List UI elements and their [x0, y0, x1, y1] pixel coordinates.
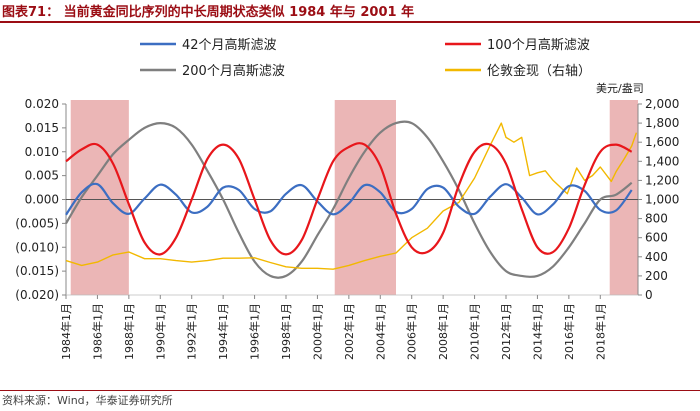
title-rule: [0, 21, 700, 23]
chart: (0.020) (0.015) (0.010) (0.005) 0.000 0.005 0.…: [15, 37, 679, 360]
x-tick-label: 1998年1月: [279, 303, 293, 360]
legend: 42个月高斯滤波 100个月高斯滤波 200个月高斯滤波 伦敦金现（右轴）: [140, 37, 591, 79]
right-axis-ticks: 0 200 400 600 800 1,000 1,200 1,400 1,600 1,800 2,…: [638, 97, 679, 302]
x-tick-label: 2004年1月: [373, 303, 387, 360]
series-line-2: [65, 120, 633, 279]
x-axis-ticks: 1984年1月 1986年1月 1988年1月 1990年1月 1992年1月 1994年…: [59, 295, 607, 360]
x-tick-label: 2008年1月: [436, 303, 450, 360]
shaded-period-0: [70, 100, 129, 295]
x-tick-label: 2014年1月: [530, 303, 544, 360]
legend-label: 100个月高斯滤波: [487, 37, 590, 53]
left-tick-label: 0.000: [25, 193, 59, 207]
right-tick-label: 400: [645, 250, 668, 264]
bottom-rule: [0, 390, 700, 391]
left-tick-label: 0.020: [25, 97, 59, 111]
left-axis-ticks: (0.020) (0.015) (0.010) (0.005) 0.000 0.005 0.…: [15, 97, 66, 302]
right-tick-label: 800: [645, 212, 668, 226]
left-tick-label: 0.015: [25, 121, 59, 135]
x-tick-label: 2010年1月: [468, 303, 482, 360]
series-line-3: [65, 122, 638, 270]
x-tick-label: 2018年1月: [593, 303, 607, 360]
shaded-period-1: [334, 100, 396, 295]
right-tick-label: 1,400: [645, 154, 679, 168]
right-tick-label: 600: [645, 231, 668, 245]
right-tick-label: 1,000: [645, 193, 679, 207]
series-line-0: [65, 182, 633, 216]
legend-label: 200个月高斯滤波: [182, 63, 285, 79]
right-tick-label: 1,800: [645, 116, 679, 130]
left-tick-label: 0.005: [25, 169, 59, 183]
x-tick-label: 2012年1月: [499, 303, 513, 360]
x-tick-label: 2002年1月: [342, 303, 356, 360]
left-tick-label: (0.005): [15, 216, 59, 230]
x-tick-label: 1994年1月: [216, 303, 230, 360]
left-tick-label: (0.010): [15, 240, 59, 254]
left-tick-label: (0.020): [15, 288, 59, 302]
x-tick-label: 1986年1月: [90, 303, 104, 360]
x-tick-label: 1988年1月: [122, 303, 136, 360]
x-tick-label: 1996年1月: [248, 303, 262, 360]
left-tick-label: 0.010: [25, 145, 59, 159]
right-tick-label: 2,000: [645, 97, 679, 111]
right-tick-label: 1,600: [645, 135, 679, 149]
x-tick-label: 2000年1月: [310, 303, 324, 360]
figure-title: 图表71： 当前黄金同比序列的中长周期状态类似 1984 年与 2001 年: [2, 5, 415, 20]
right-axis-label: 美元/盎司: [596, 81, 644, 95]
series-line-1: [65, 142, 633, 256]
x-tick-label: 1990年1月: [153, 303, 167, 360]
left-tick-label: (0.015): [15, 264, 59, 278]
right-tick-label: 0: [645, 288, 653, 302]
x-tick-label: 2006年1月: [405, 303, 419, 360]
right-tick-label: 200: [645, 269, 668, 283]
shaded-period-2: [609, 100, 638, 295]
legend-label: 伦敦金现（右轴）: [487, 63, 591, 79]
x-tick-label: 1984年1月: [59, 303, 73, 360]
right-tick-label: 1,200: [645, 173, 679, 187]
series-lines: [65, 120, 638, 279]
legend-label: 42个月高斯滤波: [182, 37, 277, 53]
x-tick-label: 1992年1月: [185, 303, 199, 360]
source-note: 资料来源：Wind，华泰证券研究所: [2, 394, 173, 407]
x-tick-label: 2016年1月: [562, 303, 576, 360]
